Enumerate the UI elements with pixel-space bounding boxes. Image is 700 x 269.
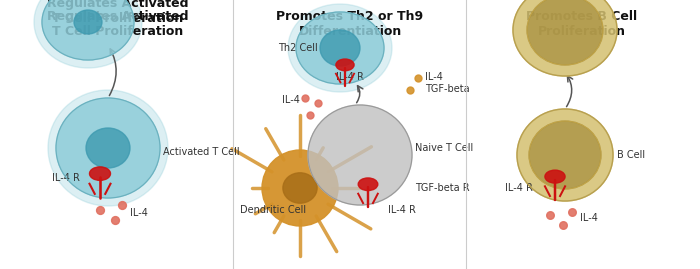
Text: Regulates Activated
T Cell Proliferation: Regulates Activated T Cell Proliferation: [48, 0, 189, 25]
Text: TGF-beta R: TGF-beta R: [415, 183, 470, 193]
Ellipse shape: [358, 178, 378, 190]
Point: [412, 76, 423, 80]
Ellipse shape: [288, 4, 392, 92]
Point: [557, 223, 568, 227]
Ellipse shape: [296, 12, 384, 84]
Text: IL-4 R: IL-4 R: [505, 183, 533, 193]
Text: Dendritic Cell: Dendritic Cell: [240, 205, 306, 215]
Point: [312, 101, 323, 105]
Ellipse shape: [283, 173, 317, 203]
Ellipse shape: [48, 90, 168, 206]
Text: Activated T Cell: Activated T Cell: [163, 147, 239, 157]
Text: Promotes Th2 or Th9
Differentiation: Promotes Th2 or Th9 Differentiation: [276, 10, 424, 38]
Text: IL-4: IL-4: [580, 213, 598, 223]
Ellipse shape: [513, 0, 617, 76]
Point: [94, 208, 106, 212]
Ellipse shape: [262, 150, 338, 226]
Point: [566, 210, 578, 214]
Point: [545, 213, 556, 217]
Ellipse shape: [42, 0, 134, 60]
Ellipse shape: [336, 59, 354, 71]
Point: [300, 96, 311, 100]
Ellipse shape: [74, 10, 102, 34]
Text: Naive T Cell: Naive T Cell: [415, 143, 473, 153]
Ellipse shape: [56, 98, 160, 198]
Point: [116, 203, 127, 207]
Ellipse shape: [320, 30, 360, 66]
Ellipse shape: [517, 109, 613, 201]
Ellipse shape: [529, 121, 601, 189]
Point: [109, 218, 120, 222]
Text: IL-4: IL-4: [130, 208, 148, 218]
Text: IL-4 R: IL-4 R: [336, 72, 364, 82]
Text: B Cell: B Cell: [617, 150, 645, 160]
Ellipse shape: [527, 0, 603, 65]
Point: [405, 88, 416, 92]
Text: IL-4
TGF-beta: IL-4 TGF-beta: [425, 72, 470, 94]
Ellipse shape: [545, 170, 565, 183]
Ellipse shape: [86, 128, 130, 168]
Text: Promotes B Cell
Proliferation: Promotes B Cell Proliferation: [526, 10, 638, 38]
Point: [304, 113, 316, 117]
Text: Th2 Cell: Th2 Cell: [278, 43, 318, 53]
Ellipse shape: [34, 0, 142, 68]
Text: IL-4 R: IL-4 R: [388, 205, 416, 215]
Text: IL-4: IL-4: [282, 95, 300, 105]
Ellipse shape: [308, 105, 412, 205]
Text: IL-4 R: IL-4 R: [52, 173, 80, 183]
Text: Regulates Activated
T Cell Proliferation: Regulates Activated T Cell Proliferation: [48, 10, 189, 38]
Ellipse shape: [90, 167, 111, 180]
